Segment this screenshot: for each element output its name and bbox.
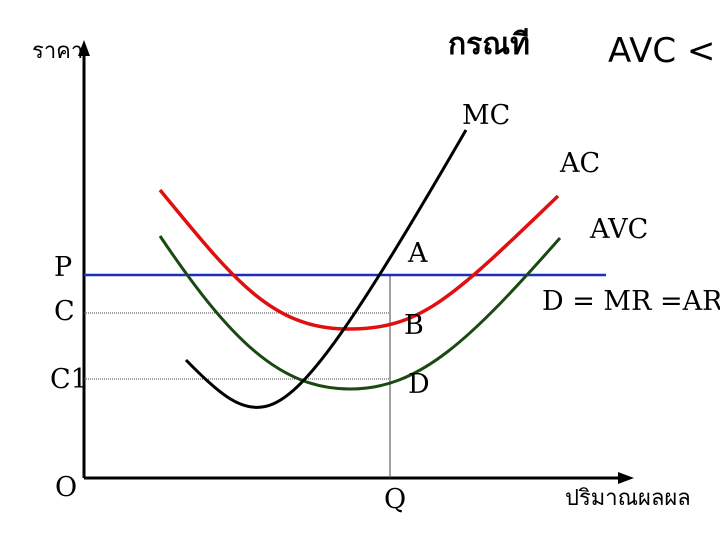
- x-axis-label: ปริมาณผลผล: [565, 486, 691, 511]
- y-axis-arrow: [78, 40, 90, 56]
- c1-label: C1: [50, 364, 88, 395]
- case-title: กรณที: [448, 27, 530, 62]
- q-label: Q: [384, 484, 406, 515]
- point-b-label: B: [404, 310, 424, 341]
- avc-label: AVC: [589, 214, 648, 245]
- mc-curve: [184, 129, 468, 409]
- c-label: C: [54, 296, 75, 327]
- p-label: P: [54, 252, 72, 283]
- condition-text: AVC <: [608, 31, 715, 71]
- origin-label: O: [55, 472, 77, 503]
- ac-label: AC: [559, 148, 600, 179]
- mc-label: MC: [462, 100, 510, 131]
- point-d-label: D: [408, 369, 430, 400]
- point-a-label: A: [407, 238, 428, 269]
- y-axis-label: ราคา: [32, 39, 83, 64]
- avc-curve: [158, 235, 562, 391]
- x-axis-arrow: [618, 472, 634, 484]
- demand-label: D = MR =AR: [542, 286, 720, 317]
